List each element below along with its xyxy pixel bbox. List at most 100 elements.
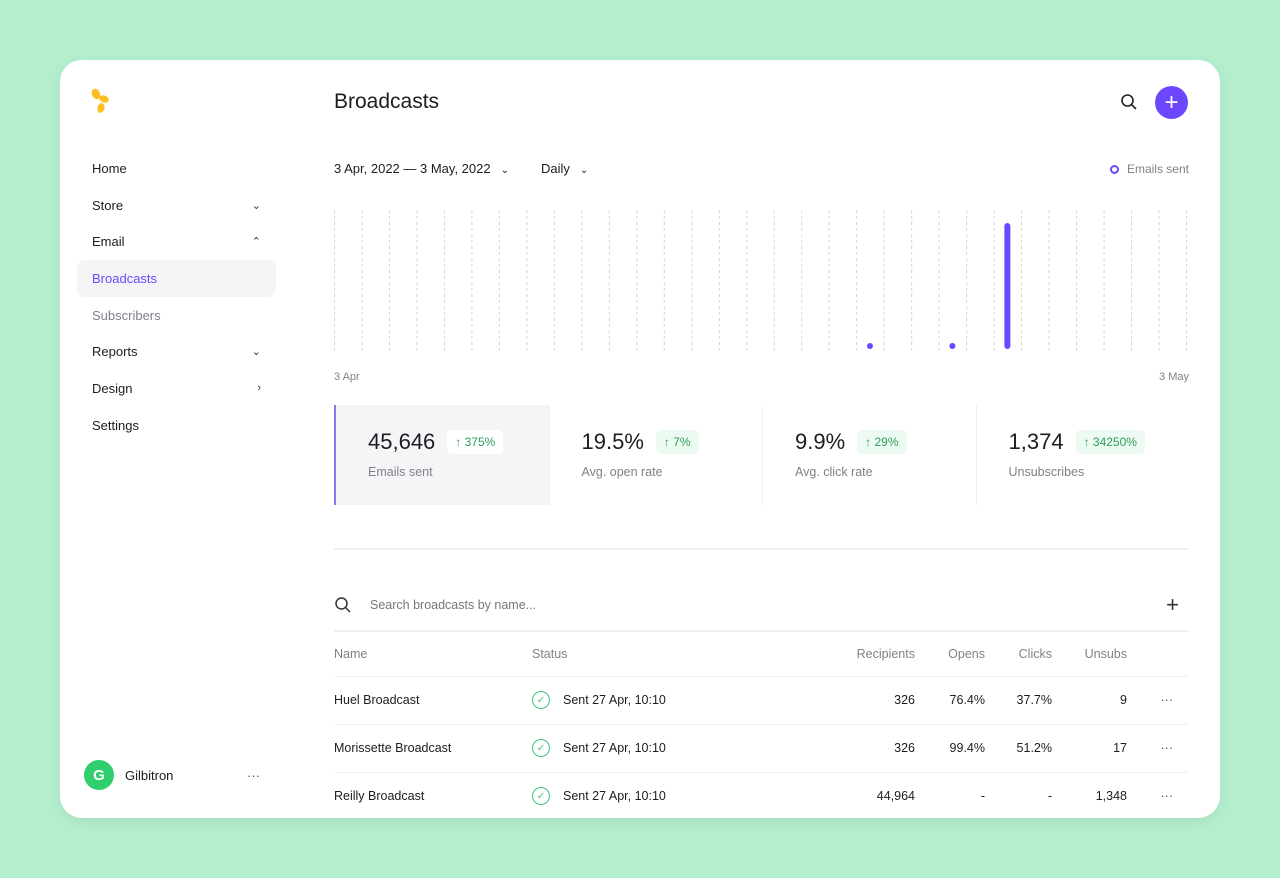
- change-badge: ↑ 34250%: [1075, 430, 1145, 454]
- app-window: Home Store ⌄ Email ⌃ Broadcasts Subscriber…: [60, 60, 1220, 818]
- chevron-down-icon: ⌄: [500, 165, 509, 176]
- row-unsubs: 9: [1052, 676, 1127, 725]
- chevron-down-icon: ⌄: [579, 165, 589, 176]
- logo-icon[interactable]: [90, 88, 114, 118]
- interval-select[interactable]: Daily ⌄: [541, 161, 588, 176]
- x-axis-start: 3 Apr: [334, 371, 360, 383]
- stat-click-rate[interactable]: 9.9% ↑ 29% Avg. click rate: [763, 405, 977, 505]
- stat-label: Avg. click rate: [795, 465, 873, 479]
- col-opens[interactable]: Opens: [915, 632, 985, 677]
- nav-label: Broadcasts: [92, 270, 158, 286]
- page-title: Broadcasts: [334, 90, 440, 113]
- sidebar-item-store[interactable]: Store ⌄: [77, 187, 276, 224]
- chevron-down-icon: ⌄: [251, 199, 261, 212]
- sidebar-item-email[interactable]: Email ⌃: [77, 223, 276, 260]
- bar-25-apr[interactable]: [949, 343, 956, 349]
- interval-value: Daily: [540, 161, 570, 176]
- avatar: G: [84, 760, 114, 790]
- chart-filters: 3 Apr, 2022 — 3 May, 2022 ⌄ Daily ⌄: [334, 161, 588, 176]
- row-unsubs: 1,348: [1052, 772, 1127, 818]
- stat-label: Unsubscribes: [1008, 465, 1085, 479]
- nav-label: Settings: [92, 417, 139, 433]
- change-badge: ↑ 7%: [655, 430, 699, 454]
- legend-marker: [1109, 164, 1119, 174]
- nav-label: Reports: [92, 344, 138, 360]
- table-row[interactable]: Reilly Broadcast ✓ Sent 27 Apr, 10:10 44,…: [334, 772, 1189, 818]
- sidebar-item-subscribers[interactable]: Subscribers: [77, 297, 276, 334]
- row-clicks: 37.7%: [985, 676, 1052, 725]
- status-text: Sent 27 Apr, 10:10: [563, 741, 666, 755]
- col-actions: [1127, 632, 1189, 677]
- more-icon[interactable]: ···: [1127, 772, 1189, 818]
- x-axis-end: 3 May: [1159, 371, 1189, 383]
- row-unsubs: 17: [1052, 724, 1127, 773]
- row-status: ✓ Sent 27 Apr, 10:10: [532, 724, 815, 773]
- add-icon[interactable]: +: [1166, 592, 1179, 617]
- stats-row: 45,646 ↑ 375% Emails sent 19.5% ↑ 7% Avg. op…: [334, 405, 1189, 505]
- search-input[interactable]: [370, 598, 1070, 612]
- change-badge: ↑ 29%: [857, 430, 907, 454]
- stat-value: 9.9%: [795, 429, 846, 454]
- date-range-value: 3 Apr, 2022 — 3 May, 2022: [334, 161, 491, 176]
- check-circle-icon: ✓: [532, 787, 550, 805]
- stat-unsubscribes[interactable]: 1,374 ↑ 34250% Unsubscribes: [977, 405, 1190, 505]
- nav-label: Home: [92, 160, 127, 176]
- sidebar-item-design[interactable]: Design ›: [77, 370, 276, 407]
- row-name[interactable]: Reilly Broadcast: [334, 772, 532, 818]
- search-bar: +: [334, 580, 1189, 632]
- more-icon[interactable]: ···: [1127, 724, 1189, 773]
- bar-22-apr[interactable]: [866, 343, 873, 349]
- more-icon[interactable]: ···: [1127, 676, 1189, 725]
- legend-label: Emails sent: [1126, 162, 1189, 176]
- col-unsubs[interactable]: Unsubs: [1052, 632, 1127, 677]
- broadcasts-table: Name Status Recipients Opens Clicks Unsu…: [334, 632, 1189, 818]
- row-name[interactable]: Huel Broadcast: [334, 676, 532, 725]
- row-status: ✓ Sent 27 Apr, 10:10: [532, 676, 815, 725]
- col-status[interactable]: Status: [532, 632, 815, 677]
- check-circle-icon: ✓: [532, 739, 550, 757]
- user-menu[interactable]: G Gilbitron ···: [84, 760, 260, 790]
- emails-chart: [334, 210, 1187, 351]
- sidebar-item-broadcasts[interactable]: Broadcasts: [77, 260, 276, 297]
- chevron-up-icon: ⌃: [251, 236, 261, 249]
- check-circle-icon: ✓: [532, 691, 550, 709]
- stat-open-rate[interactable]: 19.5% ↑ 7% Avg. open rate: [550, 405, 763, 505]
- stat-value: 45,646: [368, 429, 436, 454]
- row-clicks: 51.2%: [985, 724, 1052, 773]
- row-opens: 99.4%: [915, 724, 985, 773]
- stat-emails-sent[interactable]: 45,646 ↑ 375% Emails sent: [334, 405, 550, 505]
- nav-label: Email: [92, 234, 125, 250]
- add-broadcast-button[interactable]: +: [1155, 86, 1188, 119]
- change-badge: ↑ 375%: [447, 430, 504, 454]
- row-recipients: 326: [815, 676, 915, 725]
- status-text: Sent 27 Apr, 10:10: [563, 693, 666, 707]
- divider: [334, 548, 1189, 550]
- row-status: ✓ Sent 27 Apr, 10:10: [532, 772, 815, 818]
- nav-label: Design: [92, 380, 133, 396]
- nav-label: Subscribers: [92, 307, 161, 323]
- table-row[interactable]: Morissette Broadcast ✓ Sent 27 Apr, 10:10…: [334, 724, 1189, 773]
- stat-value: 1,374: [1008, 429, 1064, 454]
- nav-label: Store: [92, 197, 124, 213]
- col-clicks[interactable]: Clicks: [985, 632, 1052, 677]
- row-opens: 76.4%: [915, 676, 985, 725]
- table-row[interactable]: Huel Broadcast ✓ Sent 27 Apr, 10:10 326 7…: [334, 676, 1189, 725]
- row-recipients: 44,964: [815, 772, 915, 818]
- stat-label: Emails sent: [368, 465, 433, 479]
- more-icon[interactable]: ···: [247, 767, 260, 783]
- sidebar-item-settings[interactable]: Settings: [77, 407, 276, 444]
- search-icon[interactable]: [1120, 93, 1138, 111]
- row-name[interactable]: Morissette Broadcast: [334, 724, 532, 773]
- date-range-select[interactable]: 3 Apr, 2022 — 3 May, 2022 ⌄: [334, 161, 509, 176]
- sidebar-item-reports[interactable]: Reports ⌄: [77, 333, 276, 370]
- sidebar-nav: Home Store ⌄ Email ⌃ Broadcasts Subscriber…: [77, 150, 276, 444]
- col-name[interactable]: Name: [334, 632, 532, 677]
- col-recipients[interactable]: Recipients: [815, 632, 915, 677]
- sidebar-item-home[interactable]: Home: [77, 150, 276, 187]
- row-clicks: -: [985, 772, 1052, 818]
- stat-label: Avg. open rate: [581, 465, 663, 479]
- status-text: Sent 27 Apr, 10:10: [563, 789, 666, 803]
- bar-27-apr[interactable]: [1004, 223, 1011, 349]
- chevron-down-icon: ⌄: [251, 346, 261, 359]
- stat-value: 19.5%: [581, 429, 644, 454]
